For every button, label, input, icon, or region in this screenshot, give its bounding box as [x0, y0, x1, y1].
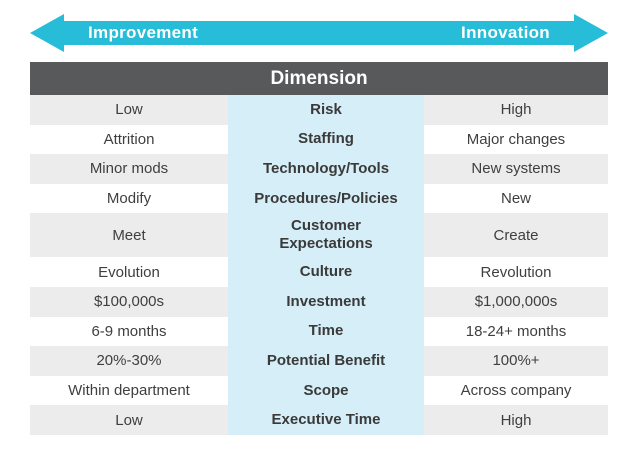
right-cell: 100%+ — [424, 346, 608, 376]
table-row: Meet Customer Expectations Create — [30, 213, 608, 258]
left-cell: Minor mods — [30, 154, 228, 184]
table-row: 6-9 months Time 18-24+ months — [30, 317, 608, 347]
double-arrow-icon — [30, 14, 608, 52]
left-cell: Evolution — [98, 263, 160, 281]
right-cell: High — [424, 95, 608, 125]
table-body: Low Risk High Attrition Staffing Major c… — [30, 95, 608, 435]
table-row: Evolution Culture Revolution — [30, 257, 608, 287]
dimension-cell: Scope — [303, 381, 349, 399]
dimension-cell: Executive Time — [271, 411, 381, 429]
table-row: $100,000s Investment $1,000,000s — [30, 286, 608, 317]
left-cell: Low — [30, 95, 228, 125]
dimension-cell: Culture — [299, 263, 353, 281]
right-cell: 18-24+ months — [465, 322, 567, 340]
dimension-cell: Technology/Tools — [262, 159, 390, 177]
right-cell: Across company — [460, 382, 572, 400]
right-cell: Revolution — [480, 263, 552, 281]
dimension-cell: Procedures/Policies — [254, 189, 398, 207]
right-cell: $1,000,000s — [424, 286, 608, 317]
table-row: Low Risk High — [30, 95, 608, 125]
right-cell: New systems — [424, 154, 608, 184]
dimension-cell: Staffing — [298, 130, 354, 148]
left-cell: 20%-30% — [30, 346, 228, 376]
arrow-label-innovation: Innovation — [461, 23, 550, 42]
dimension-table: Dimension Low Risk High Attrition Staffi… — [30, 62, 608, 435]
left-cell: Meet — [30, 213, 228, 258]
table-row: Attrition Staffing Major changes — [30, 125, 608, 155]
left-cell: Within department — [68, 382, 190, 400]
right-cell: Major changes — [466, 130, 566, 148]
dimension-cell: Investment — [286, 292, 366, 310]
left-cell: Low — [30, 405, 228, 435]
table-row: Modify Procedures/Policies New — [30, 184, 608, 214]
dimension-cell: Customer Expectations — [279, 217, 373, 253]
dimension-cell: Potential Benefit — [266, 351, 386, 369]
right-cell: New — [500, 190, 531, 208]
table-row: Minor mods Technology/Tools New systems — [30, 154, 608, 184]
table-header: Dimension — [30, 62, 608, 95]
left-cell: $100,000s — [30, 286, 228, 317]
left-cell: Modify — [106, 190, 152, 208]
dimension-cell: Time — [308, 322, 344, 340]
table-row: 20%-30% Potential Benefit 100%+ — [30, 346, 608, 376]
double-arrow: Improvement Innovation — [30, 14, 608, 52]
table-row: Within department Scope Across company — [30, 376, 608, 406]
dimension-column-background — [228, 95, 424, 435]
arrow-label-improvement: Improvement — [88, 23, 199, 42]
table-row: Low Executive Time High — [30, 405, 608, 435]
right-cell: High — [424, 405, 608, 435]
dimension-cell: Risk — [310, 100, 342, 118]
right-cell: Create — [424, 213, 608, 258]
left-cell: 6-9 months — [91, 322, 167, 340]
left-cell: Attrition — [103, 130, 155, 148]
